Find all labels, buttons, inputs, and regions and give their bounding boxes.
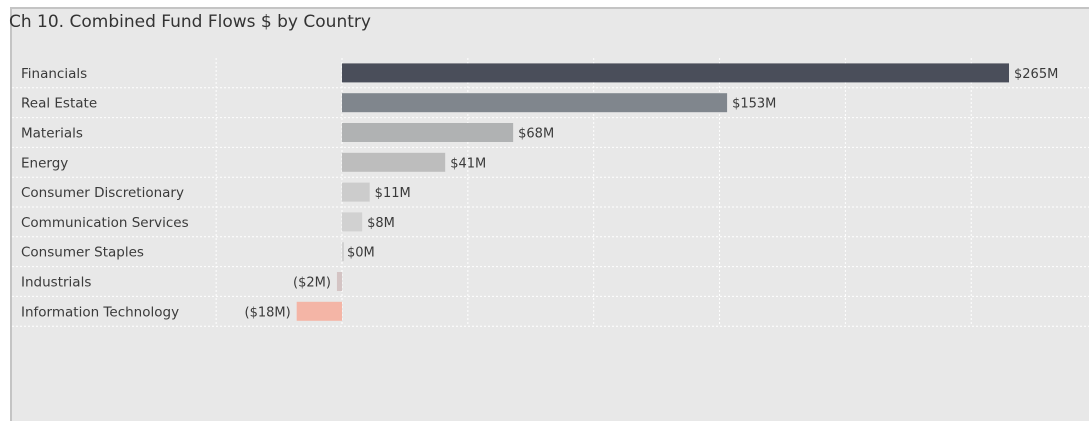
bar <box>342 212 363 232</box>
data-label: $11M <box>375 186 411 201</box>
data-label: $68M <box>518 127 554 142</box>
data-label: $265M <box>1014 67 1058 82</box>
bar <box>342 123 514 142</box>
category-label: Consumer Staples <box>21 245 144 261</box>
category-label: Consumer Discretionary <box>21 185 184 201</box>
category-label: Real Estate <box>21 96 97 112</box>
category-label: Communication Services <box>21 215 189 231</box>
category-label: Materials <box>21 126 83 142</box>
bar <box>342 63 1009 83</box>
category-label: Energy <box>21 155 68 171</box>
data-label: ($18M) <box>245 305 291 320</box>
data-label: ($2M) <box>293 276 331 291</box>
bar <box>342 182 370 202</box>
data-label: $41M <box>450 156 486 171</box>
bar <box>336 272 342 291</box>
category-label: Industrials <box>21 275 91 291</box>
bar <box>296 301 342 321</box>
data-label: $0M <box>347 246 375 261</box>
data-label: $8M <box>367 216 395 231</box>
data-label: $153M <box>732 97 776 112</box>
bar <box>342 152 446 172</box>
category-label: Information Technology <box>21 304 179 320</box>
chart-title: Ch 10. Combined Fund Flows $ by Country <box>9 12 371 32</box>
bar <box>342 93 728 113</box>
category-label: Financials <box>21 66 87 82</box>
bar <box>342 242 344 262</box>
